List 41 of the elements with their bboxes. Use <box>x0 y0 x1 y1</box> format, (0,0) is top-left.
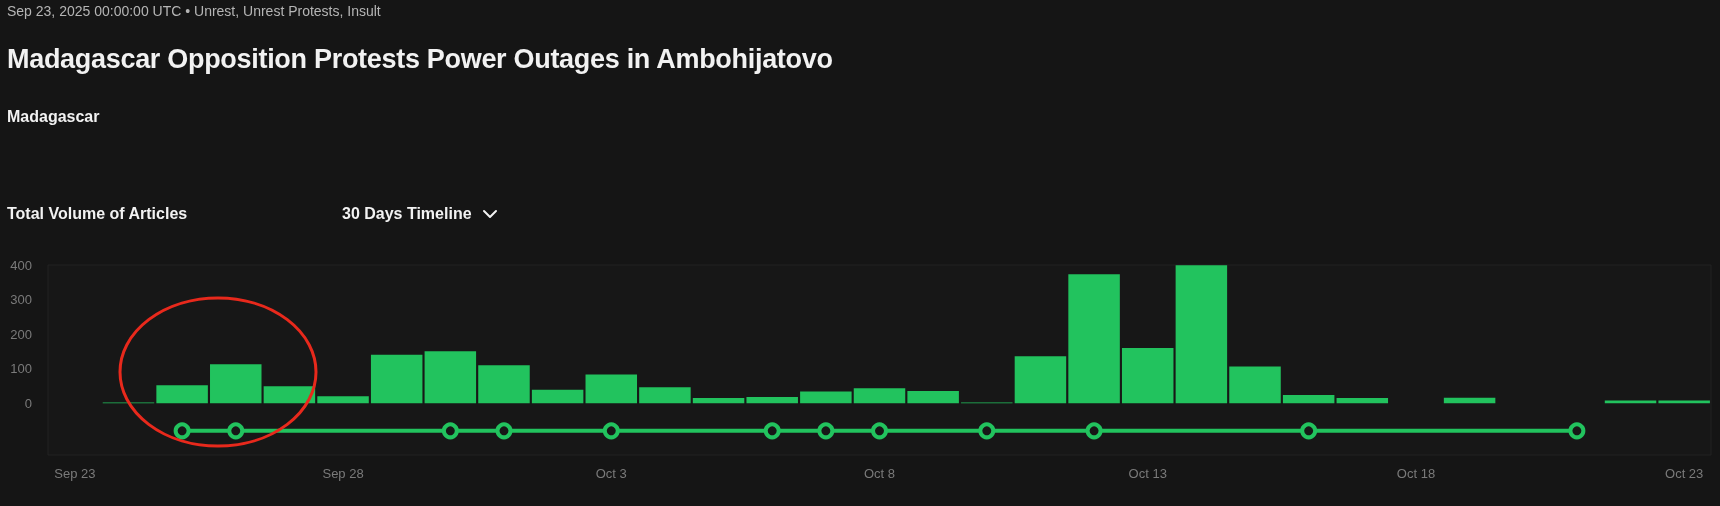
bar <box>1336 398 1389 404</box>
bar <box>1121 347 1174 404</box>
bar <box>1604 400 1657 404</box>
bar <box>1014 356 1067 404</box>
bar <box>1068 274 1120 404</box>
y-tick-label: 200 <box>10 326 32 342</box>
text: Total Volume of Articles <box>7 205 188 223</box>
bar <box>424 351 477 404</box>
x-tick-label: Oct 13 <box>1128 466 1167 481</box>
x-tick-label: Oct 8 <box>863 466 896 481</box>
bar <box>370 354 423 404</box>
bar <box>800 391 852 404</box>
bar <box>585 374 638 404</box>
x-tick-label: Sep 23 <box>54 466 96 481</box>
x-tick-label: Oct 18 <box>1396 466 1436 481</box>
bar <box>1175 265 1228 404</box>
text: Sep 23, 2025 00:00:00 UTC • Unrest, Unrest Protests, Insult <box>7 3 381 19</box>
x-tick-label: Oct 3 <box>595 466 627 481</box>
y-tick-label: 100 <box>10 361 32 377</box>
x-tick-label: Oct 23 <box>1665 466 1704 481</box>
bar <box>531 389 584 404</box>
y-tick-label: 400 <box>10 257 32 273</box>
bar <box>1282 394 1335 404</box>
text: 30 Days Timeline <box>342 205 472 223</box>
bar <box>263 386 316 404</box>
bar <box>692 398 745 404</box>
bar <box>210 364 262 404</box>
bar <box>478 365 530 404</box>
bar <box>907 391 959 404</box>
x-tick-label: Sep 28 <box>322 466 364 481</box>
bar <box>317 396 369 404</box>
bar <box>746 396 798 404</box>
text: Madagascar <box>7 108 100 126</box>
y-tick-label: 300 <box>10 292 32 308</box>
y-tick-label: 0 <box>24 395 32 411</box>
bar <box>853 388 906 404</box>
bar <box>156 385 208 404</box>
bar <box>1229 366 1281 404</box>
bar <box>639 387 691 404</box>
chart-title: Madagascar Opposition Protests Power Outages in Ambohijatovo <box>7 44 833 75</box>
bar <box>1658 400 1710 404</box>
